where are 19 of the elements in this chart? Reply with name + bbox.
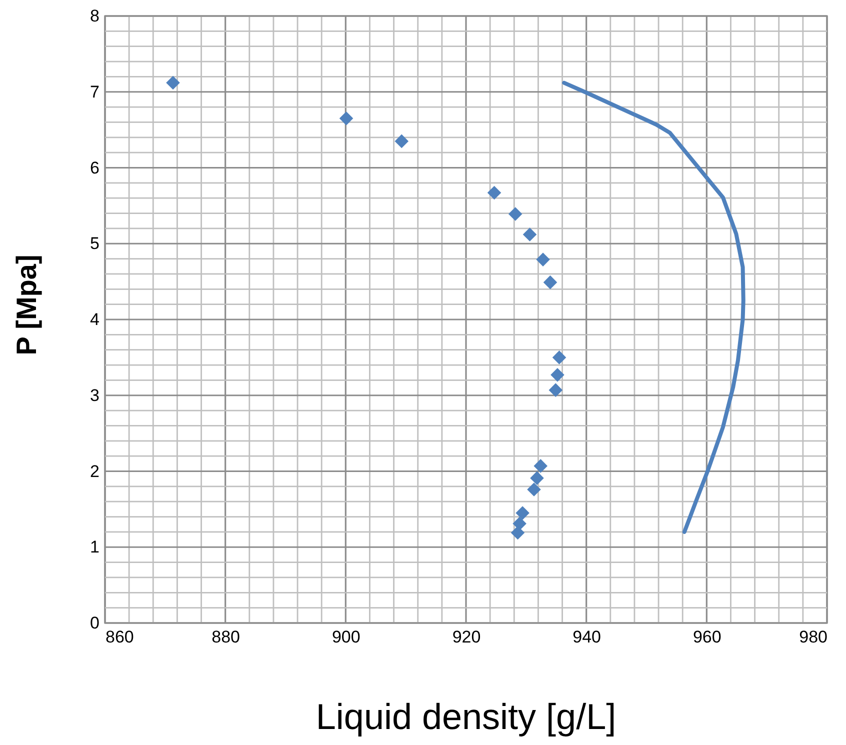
x-tick-label: 940: [572, 628, 602, 646]
x-tick-label: 980: [799, 628, 828, 646]
x-tick-label: 960: [692, 628, 722, 646]
line-series: [562, 80, 746, 534]
y-tick-label: 8: [90, 6, 100, 26]
x-tick-label: 880: [212, 628, 240, 646]
y-tick-label: 1: [90, 538, 100, 557]
y-tick-label: 3: [90, 386, 100, 405]
x-axis-title: Liquid density [g/L]: [316, 696, 616, 737]
x-tick-label: 920: [452, 628, 481, 646]
y-tick-label: 2: [90, 462, 100, 481]
y-tick-label: 5: [90, 234, 100, 254]
y-tick-label: 0: [90, 614, 100, 632]
x-tick-label: 900: [332, 628, 360, 646]
y-tick-label: 4: [90, 310, 100, 329]
y-tick-label: 6: [90, 158, 100, 178]
y-axis-title: P [Mpa]: [11, 254, 42, 356]
y-tick-label: 7: [90, 82, 100, 102]
x-tick-label: 860: [106, 628, 134, 646]
